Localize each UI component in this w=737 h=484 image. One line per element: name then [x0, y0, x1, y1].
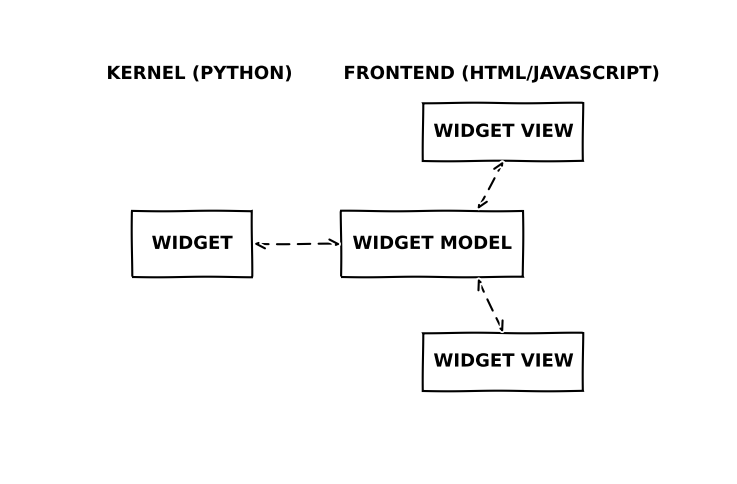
Bar — [340, 212, 523, 277]
Text: WIDGET: WIDGET — [152, 235, 233, 254]
Text: WIDGET VIEW: WIDGET VIEW — [433, 353, 573, 371]
Text: WIDGET MODEL: WIDGET MODEL — [352, 235, 511, 254]
Text: KERNEL (PYTHON): KERNEL (PYTHON) — [106, 66, 292, 84]
Text: WIDGET VIEW: WIDGET VIEW — [433, 123, 573, 142]
Bar — [423, 104, 584, 162]
Text: FRONTEND (HTML/JAVASCRIPT): FRONTEND (HTML/JAVASCRIPT) — [343, 66, 658, 84]
Bar — [423, 333, 584, 391]
Bar — [132, 212, 252, 277]
